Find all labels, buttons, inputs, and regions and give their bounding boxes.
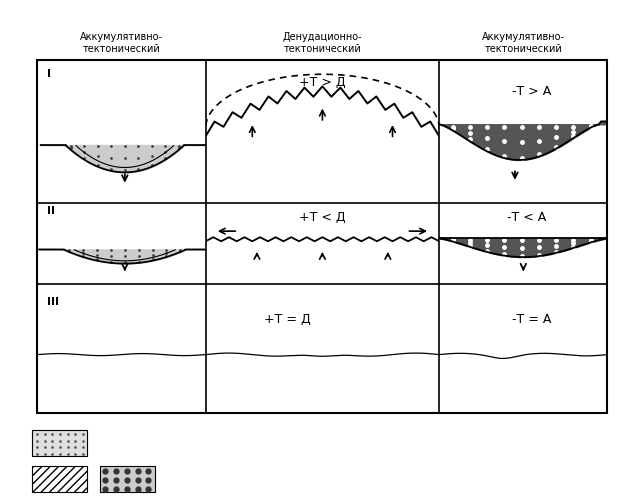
Bar bbox=[32, 430, 87, 456]
Text: +Т > Д: +Т > Д bbox=[299, 76, 346, 90]
Text: Аккумулятивно-
тектонический: Аккумулятивно- тектонический bbox=[482, 32, 565, 54]
Text: +Т < Д: +Т < Д bbox=[299, 211, 346, 224]
Text: I: I bbox=[47, 68, 52, 78]
Text: -Т > А: -Т > А bbox=[512, 85, 551, 98]
Bar bbox=[100, 466, 155, 492]
Bar bbox=[32, 466, 87, 492]
Text: Денудационно-
тектонический: Денудационно- тектонический bbox=[283, 32, 362, 54]
Text: Аккумулятивно-
тектонический: Аккумулятивно- тектонический bbox=[80, 32, 163, 54]
Text: II: II bbox=[47, 206, 55, 216]
Text: III: III bbox=[47, 296, 59, 306]
Text: -Т = А: -Т = А bbox=[512, 314, 551, 326]
Text: +Т = Д: +Т = Д bbox=[264, 314, 311, 326]
Text: -Т < А: -Т < А bbox=[507, 211, 546, 224]
